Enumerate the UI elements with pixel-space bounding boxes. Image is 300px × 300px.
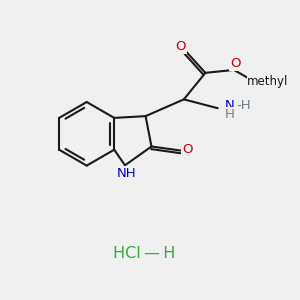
Text: O: O bbox=[230, 57, 240, 70]
Text: O: O bbox=[182, 143, 193, 156]
Text: H: H bbox=[225, 108, 235, 121]
Text: NH: NH bbox=[116, 167, 136, 180]
Text: N: N bbox=[225, 99, 235, 112]
Text: -H: -H bbox=[236, 99, 250, 112]
Text: HCl — H: HCl — H bbox=[113, 246, 175, 261]
Text: O: O bbox=[176, 40, 186, 53]
Text: methyl: methyl bbox=[247, 75, 289, 88]
